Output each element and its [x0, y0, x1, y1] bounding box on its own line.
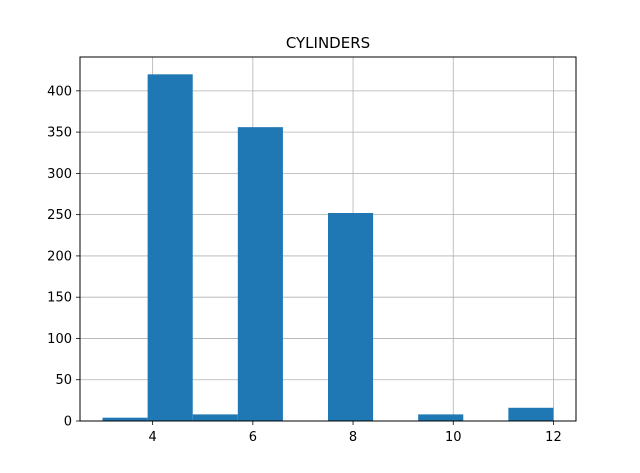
- y-tick-label: 400: [47, 84, 72, 99]
- histogram-bar-7: [418, 414, 464, 421]
- y-tick-label: 150: [47, 291, 72, 306]
- histogram-bars: [102, 74, 554, 422]
- x-tick-label: 12: [545, 430, 562, 445]
- axis-ticks: 4 6 8 10 12 0 50 100 150 200 250 300 350 400: [47, 84, 562, 445]
- histogram-bar-0: [102, 417, 148, 421]
- histogram-bar-3: [237, 127, 283, 422]
- y-tick-label: 0: [64, 415, 72, 430]
- histogram-bar-9: [508, 407, 554, 421]
- chart-title: CYLINDERS: [286, 34, 370, 52]
- y-tick-label: 200: [47, 249, 72, 264]
- histogram-bar-1: [147, 74, 193, 421]
- x-tick-label: 10: [445, 430, 462, 445]
- axes-frame: [79, 56, 577, 422]
- histogram-bar-2: [192, 414, 238, 421]
- x-tick-label: 6: [249, 430, 257, 445]
- y-tick-label: 350: [47, 126, 72, 141]
- y-tick-label: 100: [47, 332, 72, 347]
- y-tick-label: 300: [47, 167, 72, 182]
- y-tick-label: 50: [55, 373, 72, 388]
- histogram-bar-5: [328, 213, 374, 421]
- x-tick-label: 8: [349, 430, 357, 445]
- y-tick-label: 250: [47, 208, 72, 223]
- x-tick-label: 4: [149, 430, 157, 445]
